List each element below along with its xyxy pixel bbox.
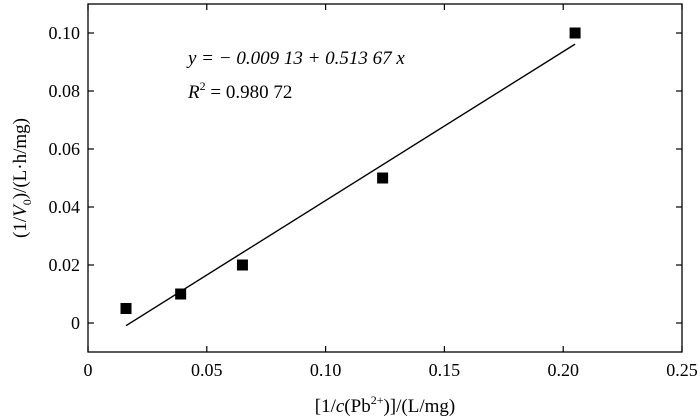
y-tick-label: 0.02: [49, 255, 81, 275]
y-tick-label: 0.10: [49, 23, 81, 43]
x-tick-label: 0: [84, 360, 93, 380]
x-axis-ticks: 0 0.05 0.10 0.15 0.20 0.25: [84, 4, 698, 380]
fit-equation: y = − 0.009 13 + 0.513 67 x: [186, 48, 405, 69]
x-tick-label: 0.05: [191, 360, 223, 380]
plot-frame: [87, 3, 683, 353]
y-tick-label: 0.08: [49, 81, 81, 101]
y-tick-label: 0: [71, 313, 80, 333]
y-tick-label: 0.06: [49, 139, 81, 159]
y-axis-ticks: 0 0.02 0.04 0.06 0.08 0.10: [49, 23, 682, 333]
x-axis-title: [1/c(Pb2+)]/(L/mg): [315, 393, 456, 417]
x-tick-label: 0.20: [547, 360, 579, 380]
y-tick-label: 0.04: [49, 197, 81, 217]
data-point: [377, 172, 389, 184]
data-points: [120, 27, 581, 314]
x-tick-label: 0.15: [429, 360, 461, 380]
r-squared-annotation: R2 = 0.980 72: [187, 79, 292, 103]
data-point: [569, 27, 581, 39]
x-tick-label: 0.10: [310, 360, 342, 380]
data-point: [236, 259, 248, 271]
data-point: [120, 303, 132, 314]
x-tick-label: 0.25: [666, 360, 698, 380]
linear-fit-line: [125, 43, 576, 327]
y-axis-title: (1/V0)/(L·h/mg): [10, 118, 34, 238]
data-point: [175, 288, 187, 300]
